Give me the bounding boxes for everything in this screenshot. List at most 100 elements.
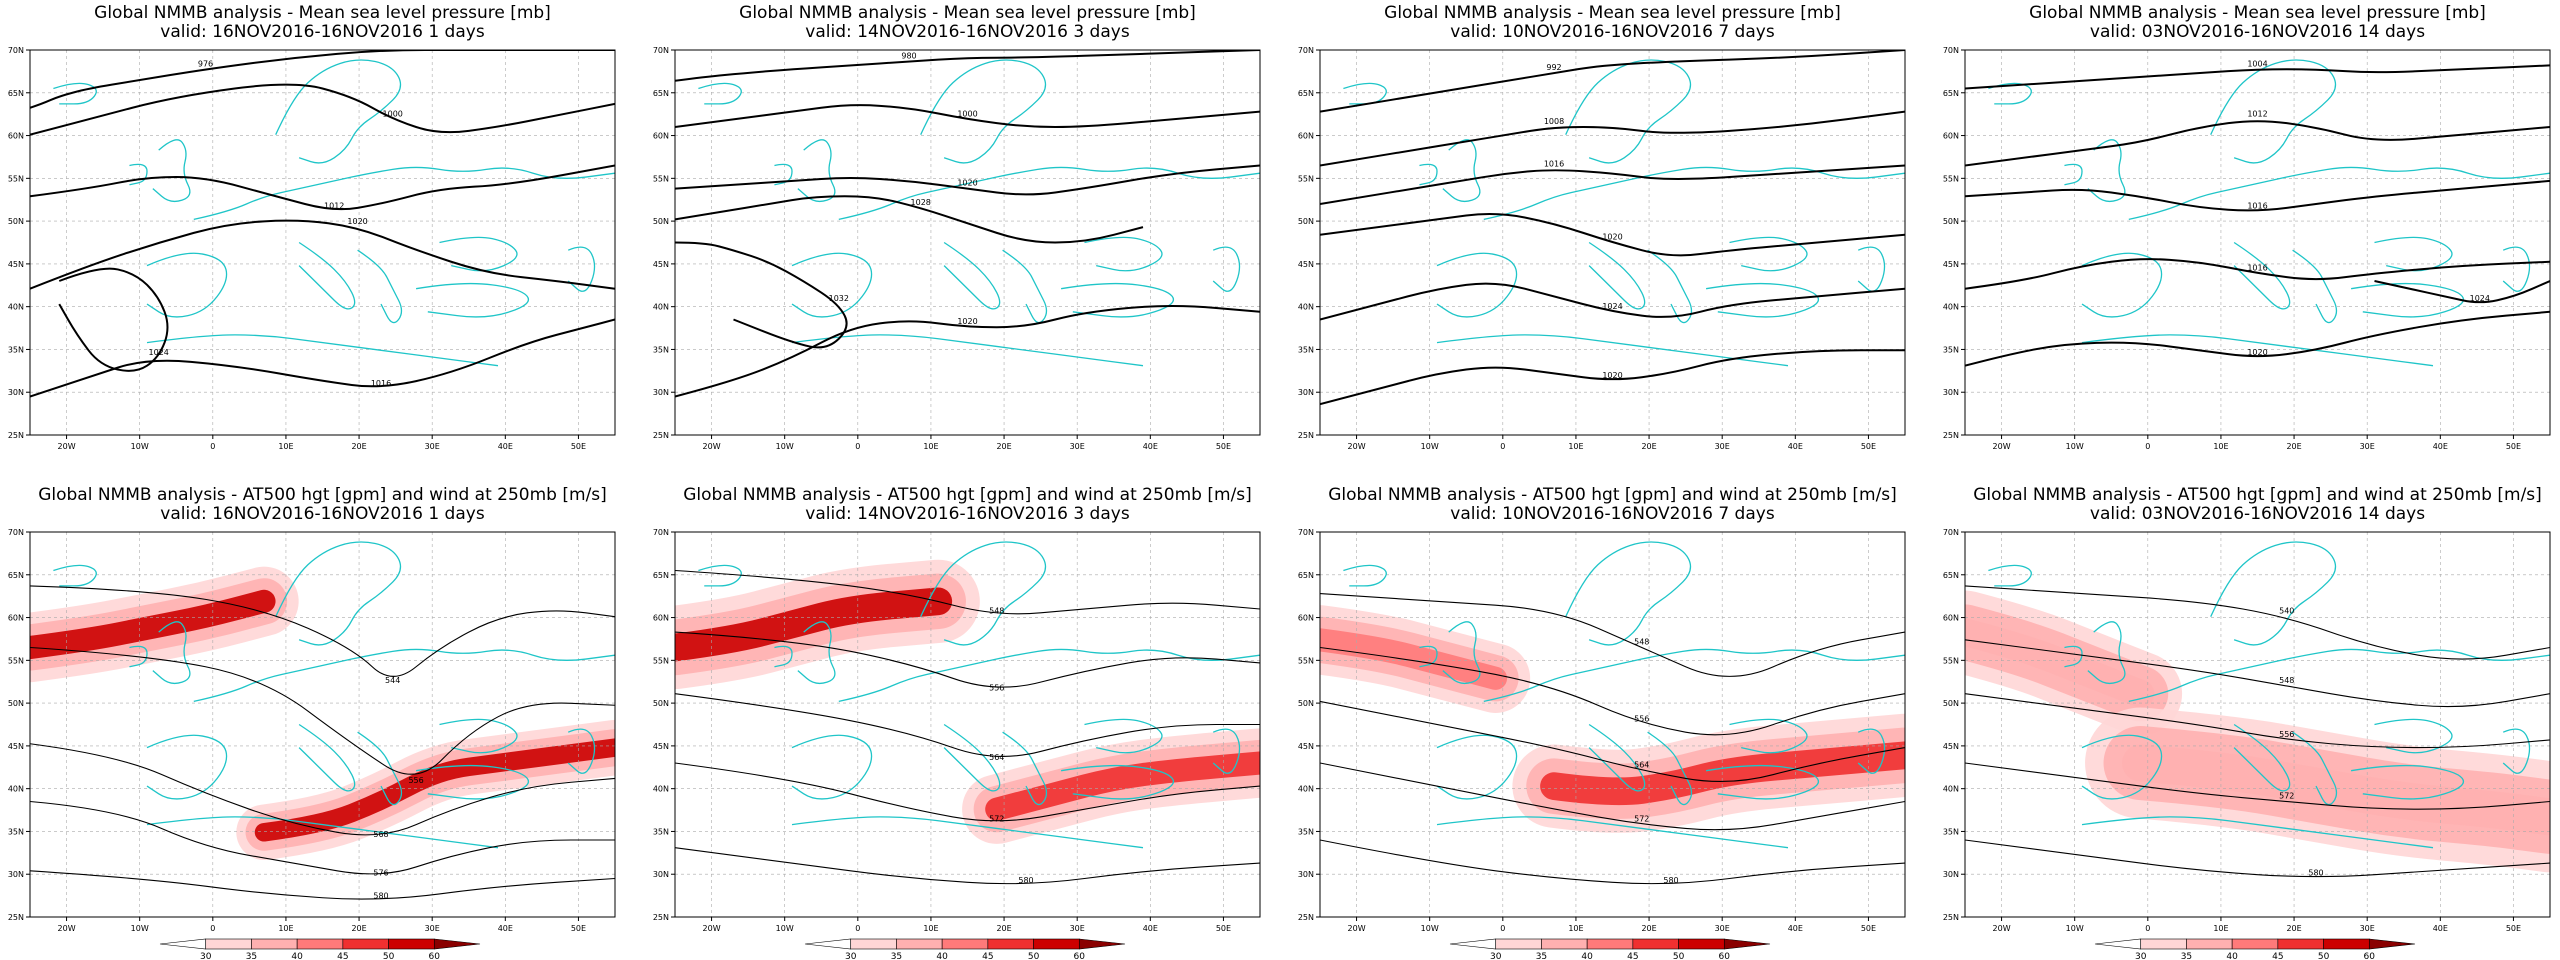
lon-tick-label: 20E (1641, 924, 1656, 933)
lon-tick-label: 20W (1348, 442, 1366, 451)
coastline (439, 718, 518, 754)
coastline (2087, 621, 2126, 685)
contour-label: 544 (385, 676, 400, 685)
coastline (1729, 718, 1808, 754)
height-contour (1320, 593, 1905, 677)
height-contour (30, 646, 615, 775)
lat-tick-label: 30N (1943, 388, 1959, 397)
colorbar-cell (1723, 938, 1771, 950)
lon-tick-label: 10E (2213, 924, 2228, 933)
coastline (2292, 731, 2338, 806)
colorbar-cell (251, 938, 298, 950)
colorbar-tick-label: 45 (337, 952, 348, 960)
wind-shading-core (985, 751, 1260, 821)
lon-tick-label: 50E (1861, 442, 1876, 451)
coastline (298, 241, 356, 310)
coastline (2350, 282, 2464, 318)
contour-label: 1024 (149, 348, 169, 357)
contour-label: 1016 (1544, 159, 1564, 168)
coastline (1588, 723, 1646, 792)
coastline (1988, 564, 2032, 587)
lat-tick-label: 55N (1943, 656, 1959, 665)
colorbar-cell (1033, 938, 1080, 950)
lat-tick-label: 60N (8, 132, 24, 141)
lon-tick-label: 20W (1348, 924, 1366, 933)
coastline (920, 59, 1047, 164)
lon-tick-label: 10E (1568, 924, 1583, 933)
isobar-line (58, 267, 169, 372)
colorbar-tick-label: 45 (982, 952, 993, 960)
height-contour (30, 800, 615, 875)
colorbar-cell (342, 938, 389, 950)
coastline (415, 282, 529, 318)
lat-tick-label: 65N (1943, 89, 1959, 98)
contour-label: 556 (2279, 730, 2294, 739)
map-frame (1964, 531, 2551, 918)
coastline (2233, 723, 2291, 792)
lat-tick-label: 60N (1943, 132, 1959, 141)
lat-tick-label: 50N (8, 699, 24, 708)
lon-tick-label: 30E (2360, 924, 2375, 933)
lon-tick-label: 50E (1216, 924, 1231, 933)
contour-label: 1016 (371, 379, 391, 388)
colorbar-tick-label: 50 (2318, 952, 2330, 960)
lon-tick-label: 40E (1788, 924, 1803, 933)
panel-title: Global NMMB analysis - Mean sea level pr… (2029, 3, 2486, 23)
contour-label: 1024 (1602, 302, 1622, 311)
wind-shading-core (1965, 618, 2155, 708)
coastline (2374, 718, 2453, 754)
coastline (1729, 236, 1808, 272)
lon-tick-label: 20W (1993, 442, 2011, 451)
lat-tick-label: 40N (8, 303, 24, 312)
coastline (275, 59, 402, 164)
contour-label: 548 (2279, 676, 2294, 685)
contour-label: 564 (989, 753, 1004, 762)
lon-tick-label: 10W (2066, 924, 2084, 933)
lat-tick-label: 55N (1298, 174, 1314, 183)
lat-tick-label: 65N (653, 89, 669, 98)
coastline (1857, 728, 1886, 774)
colorbar-cell (2368, 938, 2416, 950)
lat-tick-label: 55N (8, 174, 24, 183)
contour-label: 540 (2279, 607, 2294, 616)
colorbar-tick-label: 45 (2272, 952, 2283, 960)
lat-tick-label: 35N (653, 345, 669, 354)
panel-title: Global NMMB analysis - Mean sea level pr… (739, 3, 1196, 23)
lat-tick-label: 45N (1298, 742, 1314, 751)
contour-label: 568 (373, 830, 388, 839)
coastline (1565, 59, 1692, 164)
height-contour (1320, 839, 1905, 885)
lat-tick-label: 55N (1943, 174, 1959, 183)
coastline (698, 82, 742, 105)
panel-valid-date: valid: 10NOV2016-16NOV2016 7 days (1450, 504, 1775, 524)
map-panel-p6: Global NMMB analysis - AT500 hgt [gpm] a… (653, 485, 1261, 960)
lat-tick-label: 25N (1298, 431, 1314, 440)
colorbar-cell (2140, 938, 2187, 950)
lat-tick-label: 45N (1943, 742, 1959, 751)
lat-tick-label: 50N (653, 699, 669, 708)
coastline (567, 728, 596, 774)
lat-tick-label: 40N (653, 785, 669, 794)
coastline (357, 731, 403, 806)
isobar-line (1320, 213, 1905, 257)
lat-tick-label: 55N (653, 656, 669, 665)
coastline (838, 648, 1260, 703)
contour-label: 572 (2279, 792, 2294, 801)
isobar-line (1965, 310, 2550, 367)
colorbar-tick-label: 60 (1074, 952, 1086, 960)
wind-shading-core (30, 589, 276, 660)
map-frame (1319, 531, 1906, 918)
coastline (357, 249, 403, 324)
coastline (1060, 282, 1174, 318)
coastline (1002, 731, 1048, 806)
lon-tick-label: 10E (278, 924, 293, 933)
height-contour (1965, 639, 2550, 708)
coastline (2081, 816, 2434, 849)
contour-label: 1016 (2247, 202, 2267, 211)
lon-tick-label: 20E (351, 924, 366, 933)
coastline (774, 645, 793, 668)
lat-tick-label: 65N (1943, 571, 1959, 580)
contour-label: 572 (989, 815, 1004, 824)
lat-tick-label: 40N (653, 303, 669, 312)
lat-tick-label: 30N (8, 388, 24, 397)
